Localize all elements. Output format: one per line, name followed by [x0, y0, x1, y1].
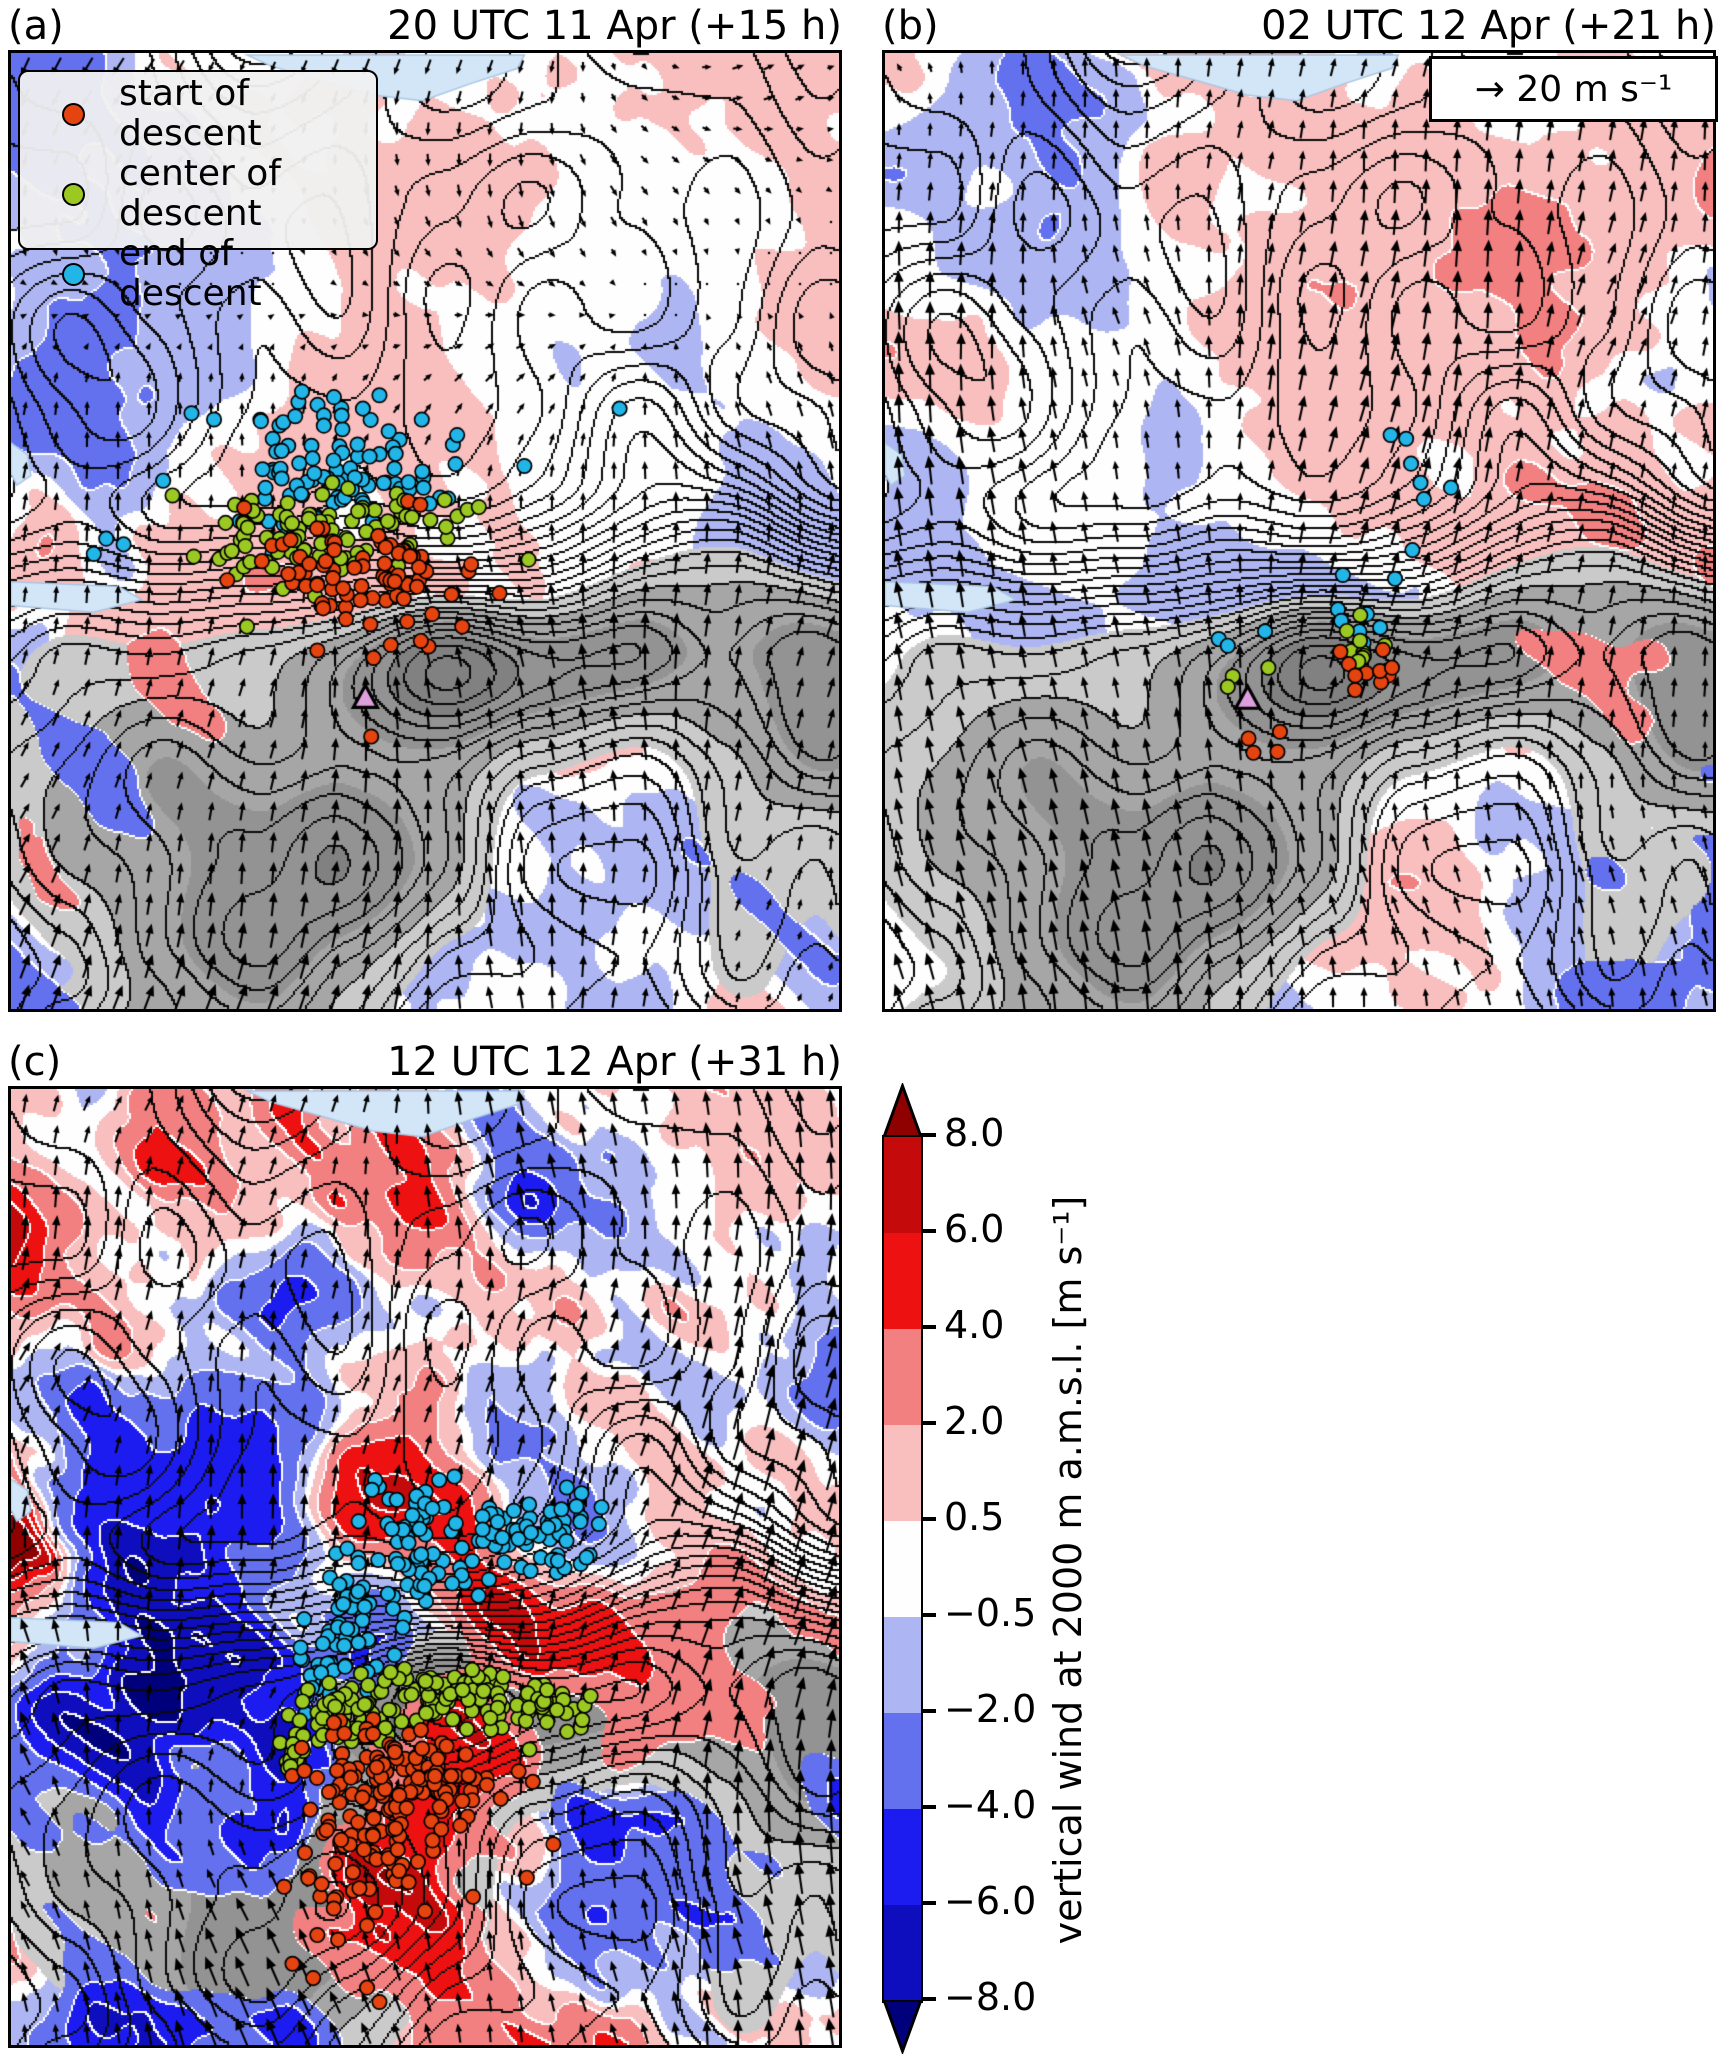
panel-b-map: → 20 m s⁻¹: [882, 50, 1718, 1012]
colorbar-tick-label: −8.0: [944, 1975, 1037, 2020]
colorbar-tick-label: 2.0: [944, 1399, 1005, 1444]
panel-b-title: 02 UTC 12 Apr (+21 h): [1261, 3, 1716, 49]
colorbar-segment: [884, 1905, 921, 2001]
colorbar-segment: [884, 1329, 921, 1425]
legend-label-start: start of descent: [119, 73, 262, 154]
colorbar-segment: [884, 1617, 921, 1713]
panel-b-canvas: [885, 53, 1713, 1009]
colorbar-tick-label: 8.0: [944, 1111, 1005, 1156]
legend-item-end: end of descent: [20, 234, 376, 314]
legend-item-start: start of descent: [20, 74, 376, 154]
colorbar-tick-label: 0.5: [944, 1495, 1005, 1540]
colorbar-tick-mark: [921, 1325, 936, 1329]
wind-reference-box: → 20 m s⁻¹: [1429, 56, 1718, 122]
colorbar-over-arrow-icon: [882, 1083, 923, 1137]
colorbar-tick-label: 4.0: [944, 1303, 1005, 1348]
colorbar: [882, 1135, 923, 2003]
colorbar-tick-mark: [921, 1709, 936, 1713]
panel-c-title: 12 UTC 12 Apr (+31 h): [387, 1039, 842, 1085]
colorbar-tick-mark: [921, 1997, 936, 2001]
colorbar-under-arrow-icon: [882, 2000, 923, 2054]
end-of-descent-dot-icon: [62, 262, 85, 286]
panel-a-label: (a): [8, 3, 64, 49]
panel-b-titlebar: (b) 02 UTC 12 Apr (+21 h): [882, 2, 1716, 48]
center-of-descent-dot-icon: [62, 182, 85, 206]
colorbar-tick-mark: [921, 1229, 936, 1233]
colorbar-tick-mark: [921, 1805, 936, 1809]
colorbar-tick-label: −6.0: [944, 1879, 1037, 1924]
colorbar-tick-mark: [921, 1517, 936, 1521]
colorbar-tick-label: −4.0: [944, 1783, 1037, 1828]
colorbar-tick-mark: [921, 1613, 936, 1617]
colorbar-tick-mark: [921, 1133, 936, 1137]
panel-a-title: 20 UTC 11 Apr (+15 h): [387, 3, 842, 49]
panel-c-canvas: [11, 1089, 839, 2045]
colorbar-segment: [884, 1137, 921, 1233]
colorbar-axis-label: vertical wind at 2000 m a.m.s.l. [m s⁻¹]: [1046, 1195, 1090, 1945]
panel-b-label: (b): [882, 3, 939, 49]
legend-item-center: center of descent: [20, 154, 376, 234]
colorbar-tick-mark: [921, 1421, 936, 1425]
descent-legend: start of descent center of descent end o…: [18, 70, 378, 314]
colorbar-segment: [884, 1521, 921, 1617]
panel-c-map: [8, 1086, 842, 2048]
colorbar-tick-label: −0.5: [944, 1591, 1037, 1636]
colorbar-segment: [884, 1713, 921, 1809]
wind-reference-label: → 20 m s⁻¹: [1474, 68, 1673, 110]
colorbar-segment: [884, 1233, 921, 1329]
panel-c-titlebar: (c) 12 UTC 12 Apr (+31 h): [8, 1038, 842, 1084]
panel-c-label: (c): [8, 1039, 62, 1085]
colorbar-segment: [884, 1425, 921, 1521]
legend-label-center: center of descent: [119, 153, 281, 234]
colorbar-tick-label: 6.0: [944, 1207, 1005, 1252]
legend-label-end: end of descent: [119, 233, 262, 314]
start-of-descent-dot-icon: [62, 102, 85, 126]
colorbar-segment: [884, 1809, 921, 1905]
panel-a-titlebar: (a) 20 UTC 11 Apr (+15 h): [8, 2, 842, 48]
colorbar-tick-mark: [921, 1901, 936, 1905]
colorbar-tick-label: −2.0: [944, 1687, 1037, 1732]
